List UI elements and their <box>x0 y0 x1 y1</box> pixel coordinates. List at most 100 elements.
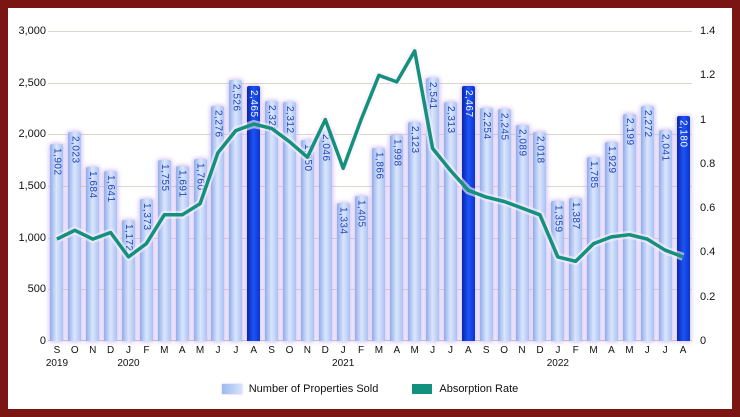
bar: 2,046 <box>318 129 332 341</box>
right-axis-tick: 0.2 <box>700 290 716 303</box>
bar-value-label: 2,254 <box>480 112 492 140</box>
gridline <box>48 31 692 32</box>
month-tick: J <box>662 345 668 356</box>
right-axis-tick: 0 <box>700 335 707 347</box>
left-axis-tick: 3,000 <box>18 25 46 37</box>
bar: 1,641 <box>104 171 118 341</box>
year-label: 2020 <box>117 358 140 369</box>
bar: 1,387 <box>569 197 583 341</box>
bar-value-label: 2,018 <box>534 136 546 165</box>
bar-value-label: 2,322 <box>266 105 278 133</box>
bar: 2,245 <box>497 109 511 341</box>
month-tick: M <box>589 345 598 356</box>
bar-value-label: 1,785 <box>588 160 600 189</box>
bar-value-label: 2,526 <box>230 83 242 112</box>
month-tick: D <box>106 345 115 356</box>
line-path <box>56 49 684 264</box>
month-tick: M <box>410 345 419 356</box>
gridline <box>48 186 692 187</box>
legend-label-properties-sold: Number of Properties Sold <box>248 383 379 395</box>
bar: 2,272 <box>640 106 654 341</box>
bar: 2,254 <box>479 108 493 341</box>
bar: 1,755 <box>157 159 171 341</box>
left-axis-tick: 0 <box>39 335 46 347</box>
bar-value-label: 2,089 <box>516 129 528 157</box>
bar-value-label: 2,465 <box>248 90 260 118</box>
legend-label-absorption-rate: Absorption Rate <box>439 383 519 395</box>
bar: 1,334 <box>336 203 350 341</box>
bar-value-label: 2,123 <box>409 125 421 154</box>
bar-value-label: 1,405 <box>355 199 367 228</box>
bar-value-label: 1,902 <box>51 148 63 176</box>
bar: 2,199 <box>622 113 636 341</box>
bar: 2,089 <box>515 125 529 341</box>
month-tick: A <box>250 345 258 356</box>
bar-value-label: 2,312 <box>284 106 295 134</box>
bar-value-label: 1,929 <box>606 145 617 174</box>
month-tick: J <box>125 345 131 356</box>
left-axis-tick: 1,500 <box>18 180 46 192</box>
month-tick: N <box>89 345 97 356</box>
month-tick: A <box>608 345 615 356</box>
bar-value-label: 2,245 <box>498 113 510 141</box>
bar: 2,322 <box>265 101 279 341</box>
month-tick: A <box>679 345 687 356</box>
year-label: 2019 <box>45 358 69 369</box>
month-tick: J <box>430 345 436 356</box>
month-tick: A <box>393 345 401 356</box>
month-tick: J <box>644 345 650 356</box>
left-axis-tick: 1,000 <box>18 231 46 244</box>
plot-area: 1,902 2,023 1,684 1,641 1,172 1,373 1,755 1,691… <box>48 31 692 341</box>
bar: 2,023 <box>68 131 82 341</box>
month-tick: A <box>465 345 472 356</box>
left-axis-tick: 2,500 <box>18 76 46 89</box>
line-series-swatch <box>412 384 433 394</box>
gridline <box>48 134 692 136</box>
left-axis-tick: 2,000 <box>18 128 46 141</box>
legend-item-properties-sold: Number of Properties Sold <box>221 383 379 395</box>
bar-value-label: 2,023 <box>69 135 81 164</box>
bar: 1,359 <box>551 200 565 341</box>
bar-value-label: 2,199 <box>623 117 635 146</box>
absorption-rate-line <box>55 46 685 266</box>
month-tick: M <box>625 345 634 356</box>
month-tick: S <box>53 345 61 356</box>
bar-value-label: 2,046 <box>319 133 331 162</box>
bar-highlighted: 2,465 <box>247 86 261 341</box>
bar: 2,123 <box>408 121 422 341</box>
bar-value-label: 1,641 <box>105 175 117 203</box>
bar: 1,684 <box>86 167 100 341</box>
bar-value-label: 2,272 <box>641 110 653 138</box>
bar-value-label: 1,387 <box>570 201 582 230</box>
month-tick: F <box>143 345 150 356</box>
month-tick: J <box>233 345 239 356</box>
month-tick: N <box>303 345 311 356</box>
right-axis-tick: 1.2 <box>700 69 716 82</box>
month-tick: O <box>500 345 509 356</box>
month-tick: J <box>340 345 346 356</box>
gridline <box>48 82 692 84</box>
bar-value-label: 2,276 <box>212 109 224 138</box>
month-tick: J <box>215 345 221 356</box>
month-tick: J <box>555 345 561 356</box>
bar: 1,902 <box>50 144 64 341</box>
bar-value-label: 1,755 <box>158 163 170 192</box>
bar: 2,041 <box>658 130 672 341</box>
month-tick: S <box>268 345 275 356</box>
month-tick: M <box>374 345 384 356</box>
month-tick: M <box>160 345 169 356</box>
bar: 2,526 <box>229 79 243 341</box>
bar-value-label: 2,180 <box>677 119 689 148</box>
month-tick: D <box>536 345 544 356</box>
gridline <box>48 237 692 239</box>
bar: 2,312 <box>283 102 296 341</box>
bar-value-label: 1,866 <box>373 152 385 180</box>
right-axis-tick: 1 <box>700 113 707 126</box>
bar: 2,018 <box>533 132 547 341</box>
bar-value-label: 1,172 <box>123 223 134 252</box>
bar-value-label: 2,041 <box>659 134 671 162</box>
bar-value-label: 1,373 <box>140 203 152 231</box>
right-axis-tick: 0.4 <box>700 246 716 259</box>
